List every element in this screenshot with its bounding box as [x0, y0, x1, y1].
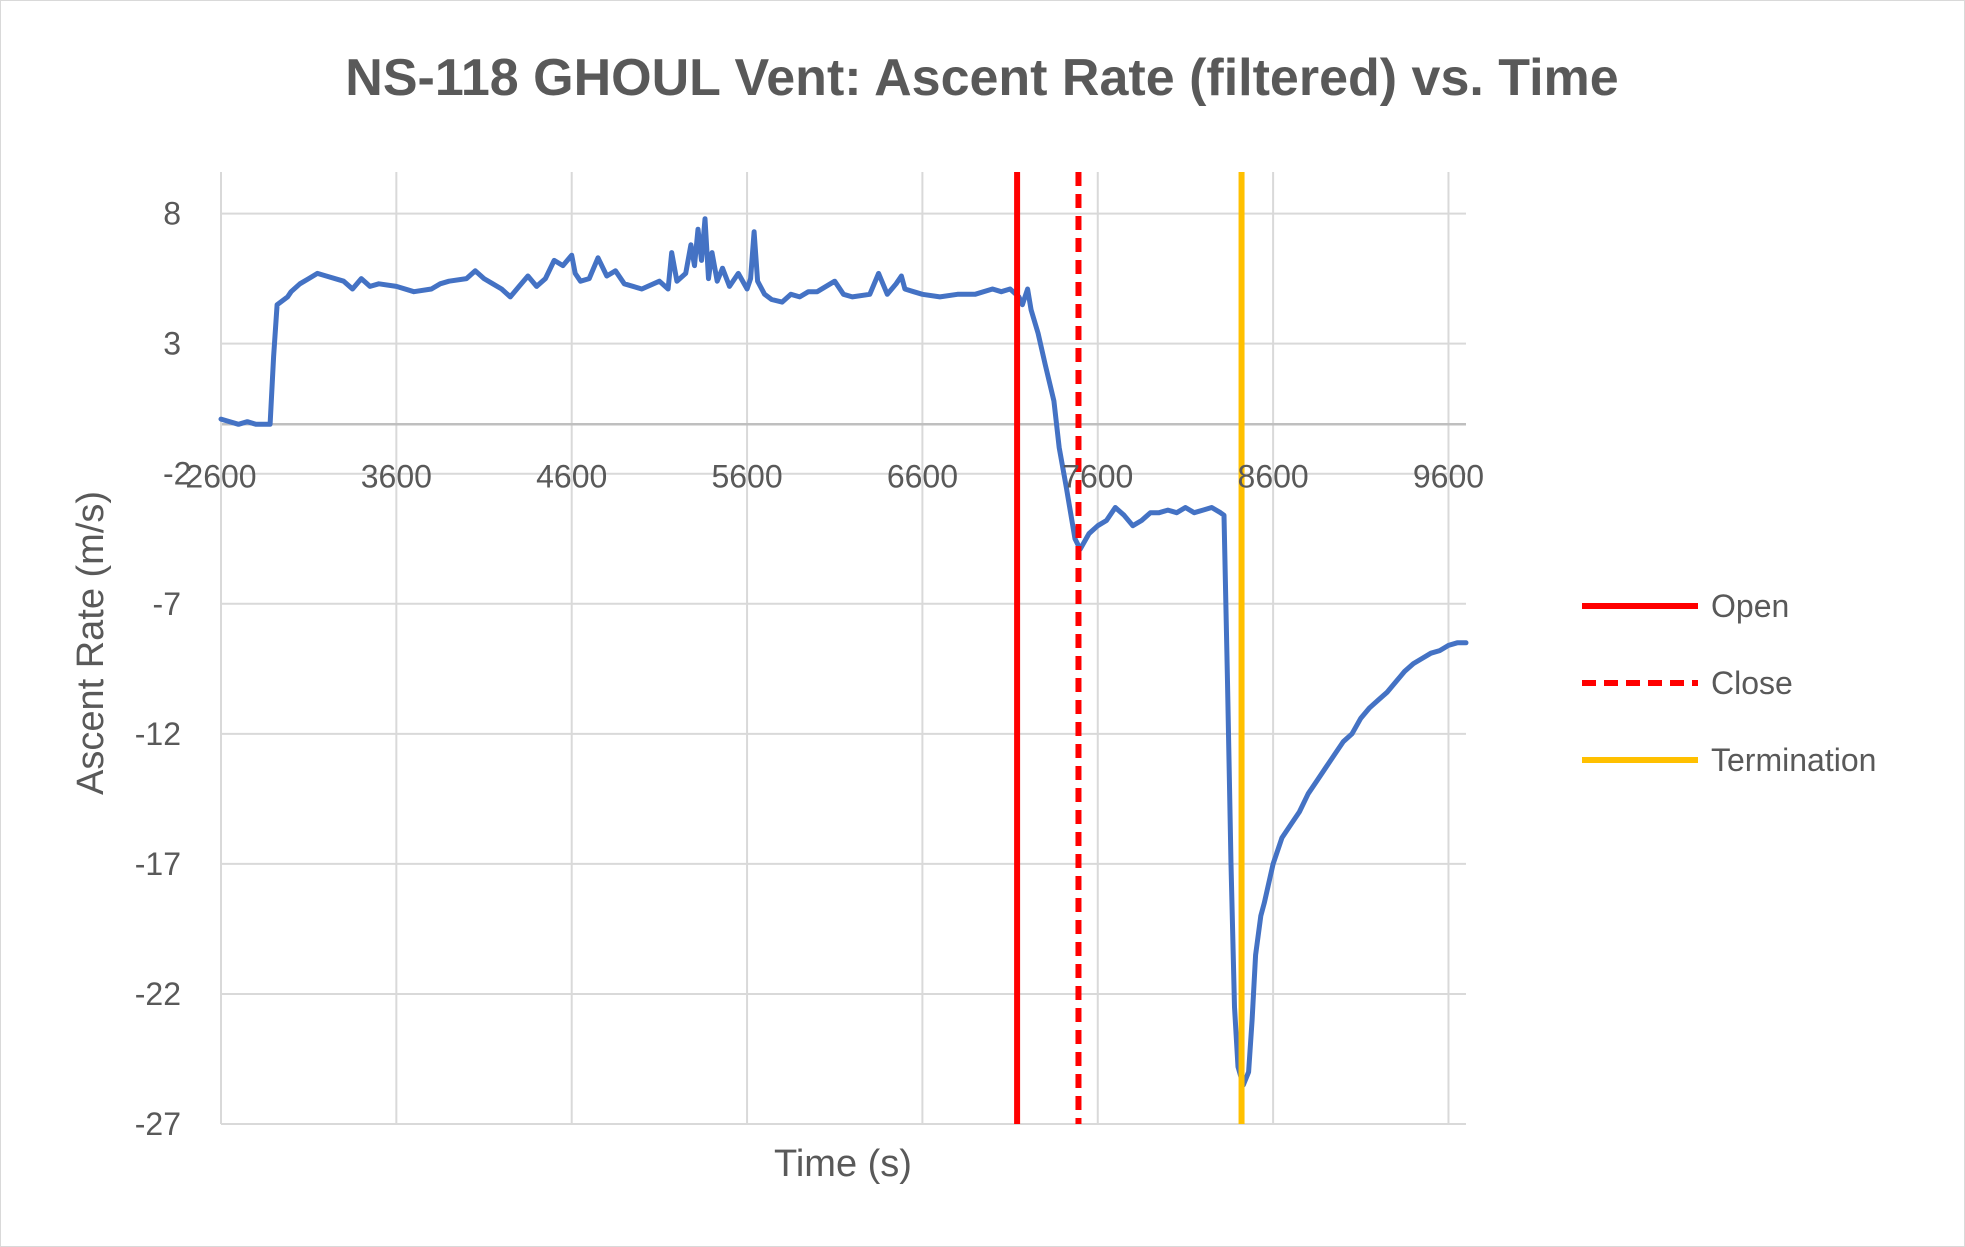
legend-label: Termination [1711, 742, 1876, 778]
y-tick-label: -2 [163, 456, 191, 492]
marker-layer [1014, 172, 1245, 1124]
x-axis-label: Time (s) [774, 1143, 912, 1185]
x-tick-label: 2600 [185, 458, 256, 494]
x-tick-label: 8600 [1238, 458, 1309, 494]
legend: Open Close Termination [1582, 588, 1876, 778]
legend-label: Close [1711, 665, 1793, 701]
y-tick-label: 3 [163, 326, 181, 362]
x-tick-label: 4600 [536, 458, 607, 494]
y-tick-label: -7 [153, 586, 181, 622]
x-tick-label: 9600 [1413, 458, 1484, 494]
y-tick-label: -17 [135, 846, 181, 882]
series-line [218, 216, 1469, 1088]
x-tick-label: 3600 [361, 458, 432, 494]
y-axis-label: Ascent Rate (m/s) [70, 491, 112, 795]
grid-layer [220, 172, 1466, 1125]
axis-layer [220, 172, 1466, 1124]
tick-layer: 2600 3600 4600 5600 6600 7600 8600 9600 8 3 -2 -7 -1… [135, 196, 1484, 1142]
x-tick-label: 6600 [887, 458, 958, 494]
x-tick-label: 7600 [1062, 458, 1133, 494]
y-tick-label: -22 [135, 976, 181, 1012]
y-tick-label: 8 [163, 196, 181, 232]
y-tick-label: -27 [135, 1106, 181, 1142]
chart-title: NS-118 GHOUL Vent: Ascent Rate (filtered… [345, 49, 1618, 107]
legend-label: Open [1711, 588, 1789, 624]
x-tick-label: 5600 [711, 458, 782, 494]
series-layer [218, 216, 1469, 1088]
y-tick-label: -12 [135, 716, 181, 752]
